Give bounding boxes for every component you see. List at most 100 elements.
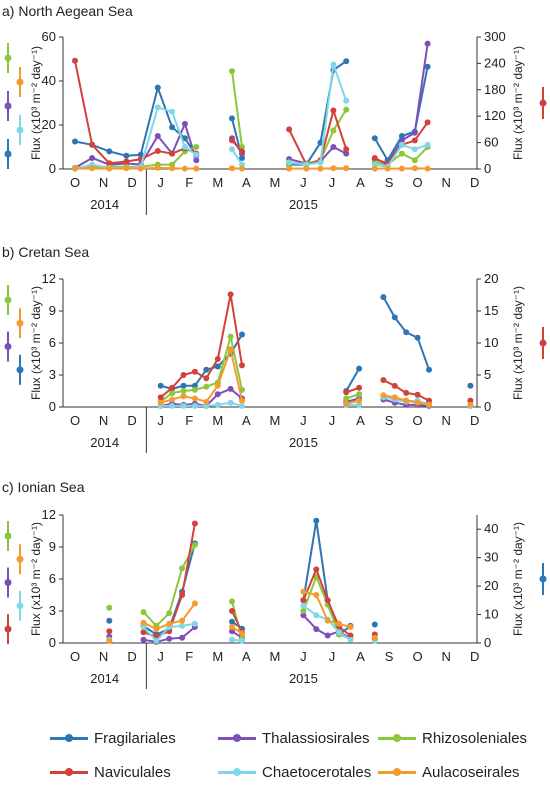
data-point: [191, 368, 198, 375]
data-point: [313, 612, 320, 619]
legend: Fragilariales Thalassiosirales Rhizosole…: [40, 726, 527, 784]
data-point: [300, 608, 307, 614]
y-tick-label: 9: [49, 539, 56, 554]
data-point: [229, 636, 235, 643]
chart-title: a) North Aegean Sea: [2, 3, 133, 19]
data-point: [403, 329, 410, 336]
data-point: [180, 388, 187, 394]
data-point: [380, 294, 387, 301]
y-tick-label: 20: [42, 117, 56, 132]
data-point: [229, 624, 235, 630]
x-tick-label: O: [413, 649, 423, 664]
data-point: [313, 626, 320, 633]
data-point: [371, 634, 378, 641]
x-tick-label: O: [413, 413, 423, 428]
axis-series-marker-dot: [4, 296, 12, 304]
data-point: [424, 165, 431, 172]
x-tick-label: D: [127, 413, 136, 428]
data-point: [300, 597, 307, 604]
data-point: [239, 155, 245, 161]
data-point: [89, 141, 96, 148]
data-point: [203, 366, 210, 373]
legend-item-rhizosoleniales: Rhizosoleniales: [378, 726, 527, 750]
data-point: [181, 144, 188, 150]
data-point: [411, 129, 418, 136]
data-point: [336, 629, 343, 636]
x-tick-label: J: [157, 413, 164, 428]
x-tick-label: S: [385, 175, 394, 190]
data-point: [380, 377, 387, 384]
data-point: [239, 331, 245, 338]
x-tick-label: J: [157, 649, 164, 664]
data-point: [239, 165, 245, 172]
x-tick-label: A: [242, 175, 251, 190]
data-point: [330, 61, 337, 68]
series-thalassiosirales: [72, 40, 431, 171]
data-point: [214, 363, 221, 370]
data-point: [356, 365, 363, 372]
x-tick-label: M: [212, 649, 223, 664]
legend-swatch: [378, 731, 416, 745]
series-fragilariales: [72, 58, 431, 168]
x-tick-label: J: [300, 175, 307, 190]
data-point: [356, 391, 363, 398]
x-tick-label: N: [99, 175, 108, 190]
data-point: [324, 617, 331, 624]
data-point: [313, 517, 320, 524]
data-point: [336, 620, 343, 627]
data-point: [227, 399, 234, 406]
x-tick-label: J: [157, 175, 164, 190]
axis-series-marker-dot: [4, 625, 12, 633]
axis-series-marker-dot: [4, 579, 12, 587]
legend-label: Naviculales: [94, 763, 171, 781]
x-tick-label: J: [300, 413, 307, 428]
x-tick-label: N: [441, 649, 450, 664]
data-point: [313, 566, 320, 573]
data-point: [203, 383, 210, 390]
data-point: [72, 165, 78, 172]
data-point: [181, 120, 188, 127]
data-point: [467, 401, 474, 408]
data-point: [179, 634, 186, 641]
data-point: [72, 57, 78, 64]
data-point: [414, 391, 421, 398]
data-point: [426, 397, 432, 404]
axis-series-marker-dot: [16, 366, 24, 374]
data-point: [153, 626, 160, 633]
data-point: [193, 144, 200, 150]
axis-series-marker-dot: [539, 339, 547, 347]
data-point: [140, 619, 147, 626]
year-label: 2014: [90, 671, 119, 686]
data-point: [227, 333, 234, 340]
legend-item-chaetocerotales: Chaetocerotales: [218, 760, 371, 784]
x-tick-label: N: [441, 413, 450, 428]
series-aulacoseirales: [72, 164, 431, 172]
data-point: [371, 621, 378, 628]
data-point: [179, 592, 186, 598]
data-point: [317, 165, 324, 172]
data-point: [330, 127, 337, 134]
data-point: [324, 632, 331, 639]
data-point: [343, 395, 350, 402]
legend-label: Thalassiosirales: [262, 729, 370, 747]
data-point: [193, 157, 200, 164]
data-point: [180, 372, 187, 378]
x-tick-label: A: [242, 649, 251, 664]
data-point: [191, 600, 198, 607]
data-point: [191, 541, 198, 548]
data-point: [123, 152, 130, 159]
data-point: [89, 155, 96, 161]
x-tick-label: F: [185, 649, 193, 664]
data-point: [179, 565, 186, 572]
legend-swatch: [218, 731, 256, 745]
chart-panel-3: c) Ionian Sea 0 3 6 9 12 0 10 20 30 40 O N D J F M A M J J A S…: [2, 479, 547, 689]
data-point: [391, 314, 398, 321]
data-point: [137, 151, 144, 158]
series-line: [288, 106, 348, 166]
data-point: [214, 401, 221, 408]
y2-tick-label: 10: [484, 607, 498, 622]
x-tick-label: A: [356, 175, 365, 190]
data-point: [157, 382, 164, 389]
data-point: [403, 389, 410, 396]
data-point: [239, 397, 245, 404]
